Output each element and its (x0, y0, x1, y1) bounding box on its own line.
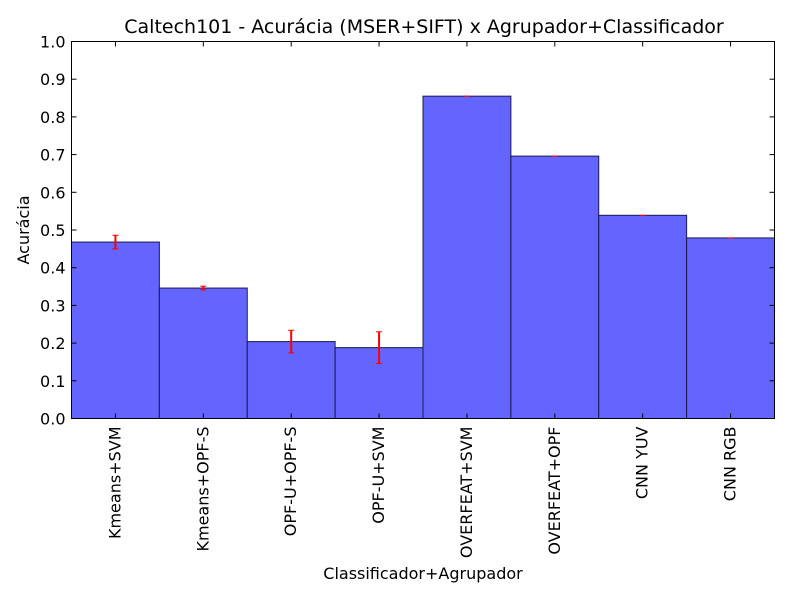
y-tick-label: 0.8 (40, 108, 65, 127)
x-tick-label: Kmeans+SVM (105, 427, 124, 540)
chart-title: Caltech101 - Acurácia (MSER+SIFT) x Agru… (124, 16, 724, 38)
x-axis-label: Classificador+Agrupador (323, 564, 523, 583)
bar-cnn-yuv (599, 215, 687, 418)
x-tick-label: OVERFEAT+SVM (457, 427, 476, 559)
y-tick-label: 0.9 (40, 70, 65, 89)
x-tick-label: OPF-U+SVM (369, 427, 388, 524)
y-tick-label: 0.2 (40, 334, 65, 353)
x-tick-label: OPF-U+OPF-S (281, 427, 300, 537)
y-tick-label: 0.6 (40, 183, 65, 202)
y-tick-label: 0.1 (40, 372, 65, 391)
y-axis-label: Acurácia (14, 195, 33, 264)
bar-kmeans-svm (72, 242, 160, 418)
bar-overfeat-opf (511, 156, 599, 418)
x-tick-label: Kmeans+OPF-S (193, 427, 212, 552)
x-tick-label: CNN YUV (633, 426, 652, 499)
y-tick-label: 0.7 (40, 146, 65, 165)
y-tick-label: 1.0 (40, 33, 65, 52)
y-tick-label: 0.3 (40, 296, 65, 315)
bar-cnn-rgb (687, 238, 775, 419)
y-tick-label: 0.4 (40, 259, 65, 278)
bar-overfeat-svm (423, 96, 511, 418)
x-tick-label: CNN RGB (721, 427, 740, 502)
bars-group (72, 96, 775, 418)
bar-kmeans-opf-s (159, 288, 247, 418)
x-tick-label: OVERFEAT+OPF (545, 427, 564, 555)
y-tick-label: 0.0 (40, 410, 65, 429)
y-tick-label: 0.5 (40, 221, 65, 240)
